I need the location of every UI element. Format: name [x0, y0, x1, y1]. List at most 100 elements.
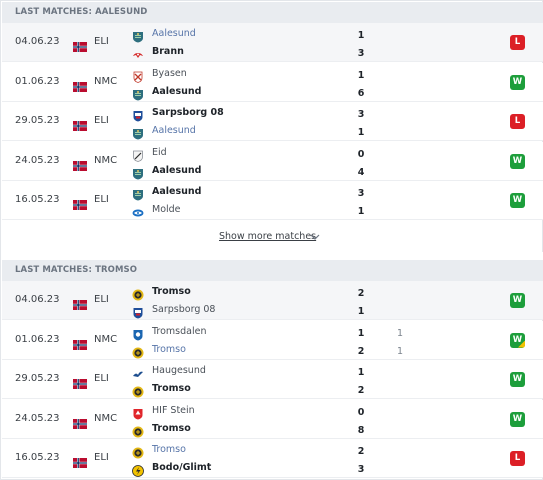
home-team-name[interactable]: Aalesund	[152, 28, 196, 39]
home-team[interactable]: Tromso	[132, 283, 352, 301]
away-team[interactable]: Aalesund	[132, 122, 352, 140]
result-corner-mark	[518, 340, 525, 348]
result-badge: W	[510, 193, 525, 208]
away-team-name[interactable]: Brann	[152, 46, 184, 57]
norway-flag-icon	[73, 414, 87, 429]
match-row[interactable]: 01.06.23 NMC Byasen Aalesund 1 6 W	[2, 62, 543, 102]
away-team[interactable]: Tromso	[132, 380, 352, 398]
show-more-button[interactable]: Show more matches	[219, 231, 317, 242]
home-team-name[interactable]: HIF Stein	[152, 404, 195, 416]
away-team-name[interactable]: Tromso	[152, 383, 191, 394]
match-row[interactable]: 16.05.23 ELI Tromso Bodo/Glimt 2 3 L	[2, 439, 543, 478]
away-team-name[interactable]: Aalesund	[152, 125, 196, 136]
home-team[interactable]: Tromsdalen	[132, 323, 352, 341]
molde-crest-icon	[132, 204, 144, 217]
match-row[interactable]: 01.06.23 NMC Tromsdalen Tromso 1 2 1 1 W	[2, 320, 543, 360]
competition-label: ELI	[94, 294, 109, 305]
away-score: 1	[357, 206, 365, 217]
competition-label: ELI	[94, 194, 109, 205]
home-team-name[interactable]: Aalesund	[152, 186, 202, 197]
match-date: 01.06.23	[15, 333, 60, 345]
away-penalty-score: 1	[396, 345, 404, 357]
result-badge: L	[510, 451, 525, 466]
result-letter: W	[512, 295, 523, 305]
home-team[interactable]: HIF Stein	[132, 402, 352, 420]
away-team-name[interactable]: Tromso	[152, 422, 191, 434]
away-team-name[interactable]: Sarpsborg 08	[152, 304, 216, 315]
home-team[interactable]: Tromso	[132, 441, 352, 459]
away-team-name[interactable]: Tromso	[152, 343, 186, 355]
home-score: 3	[357, 109, 365, 120]
match-row[interactable]: 24.05.23 NMC Eid Aalesund 0 4 W	[2, 141, 543, 181]
match-row[interactable]: 24.05.23 NMC HIF Stein Tromso 0 8 W	[2, 399, 543, 439]
result-badge: L	[510, 114, 525, 129]
tromso-crest-icon	[132, 444, 144, 459]
away-team-name[interactable]: Molde	[152, 204, 181, 215]
away-team[interactable]: Tromso	[132, 341, 352, 359]
section-gap	[2, 252, 543, 260]
tromso-crest-icon	[132, 344, 144, 358]
home-team[interactable]: Aalesund	[132, 25, 352, 43]
home-score: 2	[357, 446, 365, 457]
match-date: 04.06.23	[15, 36, 60, 47]
result-badge: W	[510, 293, 525, 308]
home-team[interactable]: Eid	[132, 144, 352, 162]
away-score: 1	[357, 306, 365, 317]
match-row[interactable]: 04.06.23 ELI Aalesund Brann 1 3 L	[2, 23, 543, 62]
home-team-name[interactable]: Haugesund	[152, 365, 206, 376]
result-letter: W	[512, 374, 523, 384]
away-team-name[interactable]: Aalesund	[152, 164, 202, 176]
hifstein-crest-icon	[132, 405, 144, 419]
away-team-name[interactable]: Bodo/Glimt	[152, 462, 212, 473]
result-letter: W	[512, 195, 523, 205]
norway-flag-icon	[73, 295, 87, 310]
eid-crest-icon	[132, 147, 144, 162]
home-team-name[interactable]: Tromso	[152, 286, 191, 297]
home-team[interactable]: Aalesund	[132, 183, 352, 201]
away-team[interactable]: Tromso	[132, 420, 352, 438]
competition-label: NMC	[94, 333, 118, 345]
aalesund-crest-icon	[132, 165, 144, 179]
home-team-name[interactable]: Tromso	[152, 444, 186, 455]
home-team-name[interactable]: Tromsdalen	[152, 325, 207, 337]
home-team-name[interactable]: Byasen	[152, 67, 187, 79]
result-letter: L	[514, 37, 521, 47]
away-team-name[interactable]: Aalesund	[152, 85, 202, 97]
away-score: 1	[357, 127, 365, 138]
aalesund-crest-icon	[132, 186, 144, 201]
away-score: 8	[357, 424, 365, 436]
competition-label: ELI	[94, 36, 109, 47]
chevron-down-icon[interactable]	[309, 232, 321, 242]
match-row[interactable]: 29.05.23 ELI Haugesund Tromso 1 2 W	[2, 360, 543, 399]
away-team[interactable]: Sarpsborg 08	[132, 301, 352, 319]
home-team[interactable]: Sarpsborg 08	[132, 104, 352, 122]
home-penalty-score: 1	[396, 327, 404, 339]
result-badge: W	[510, 332, 525, 348]
byasen-crest-icon	[132, 68, 144, 83]
match-date: 29.05.23	[15, 373, 60, 384]
match-row[interactable]: 16.05.23 ELI Aalesund Molde 3 1 W	[2, 181, 543, 220]
match-date: 16.05.23	[15, 194, 60, 205]
match-date: 24.05.23	[15, 154, 60, 166]
away-team[interactable]: Brann	[132, 43, 352, 61]
sarpsborg-crest-icon	[132, 107, 144, 122]
away-team[interactable]: Aalesund	[132, 83, 352, 101]
match-row[interactable]: 29.05.23 ELI Sarpsborg 08 Aalesund 3 1 L	[2, 102, 543, 141]
home-team-name[interactable]: Eid	[152, 146, 167, 158]
section-header-tromso: LAST MATCHES: TROMSO	[2, 260, 543, 281]
away-team[interactable]: Aalesund	[132, 162, 352, 180]
away-score: 3	[357, 48, 365, 59]
home-team[interactable]: Byasen	[132, 65, 352, 83]
match-row[interactable]: 04.06.23 ELI Tromso Sarpsborg 08 2 1 W	[2, 281, 543, 320]
haugesund-crest-icon	[132, 365, 144, 377]
norway-flag-icon	[73, 195, 87, 210]
result-badge: L	[510, 35, 525, 50]
away-team[interactable]: Molde	[132, 201, 352, 219]
home-team-name[interactable]: Sarpsborg 08	[152, 107, 224, 118]
home-team[interactable]: Haugesund	[132, 362, 352, 380]
away-team[interactable]: Bodo/Glimt	[132, 459, 352, 477]
aalesund-crest-icon	[132, 86, 144, 100]
home-score: 1	[357, 367, 365, 378]
away-score: 6	[357, 87, 365, 99]
norway-flag-icon	[73, 116, 87, 131]
